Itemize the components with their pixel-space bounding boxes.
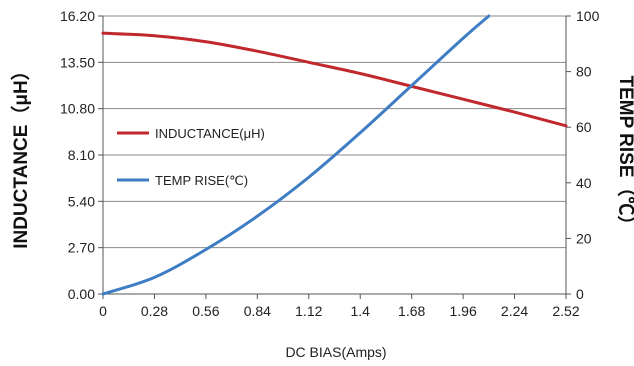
y-left-tick-label: 5.40: [68, 193, 95, 209]
y-right-tick-label: 100: [576, 8, 600, 24]
y-left-tick-label: 0.00: [68, 286, 95, 302]
y-left-tick-label: 10.80: [60, 101, 95, 117]
y-right-tick-label: 80: [576, 64, 592, 80]
x-tick-label: 0: [99, 303, 107, 319]
x-axis-title: DC BIAS(Amps): [285, 344, 386, 360]
legend-item-inductance: INDUCTANCE(μH): [117, 126, 265, 141]
y-right-tick-label: 40: [576, 175, 592, 191]
temp-rise-line: [101, 14, 491, 296]
y-left-tick-label: 8.10: [68, 147, 95, 163]
inductance-line: [101, 31, 568, 128]
y-left-tick-label: 2.70: [68, 240, 95, 256]
series-lines: [101, 14, 568, 296]
y-left-tick-label: 16.20: [60, 8, 95, 24]
y-left-axis-title: INDUCTANCE（μH）: [9, 61, 32, 249]
y-left-tick-label: 13.50: [60, 54, 95, 70]
x-tick-label: 1.96: [449, 303, 476, 319]
y-right-tick-label: 60: [576, 119, 592, 135]
y-right-tick-label: 20: [576, 230, 592, 246]
legend-label: TEMP RISE(℃): [155, 173, 248, 188]
x-tick-label: 2.52: [552, 303, 579, 319]
y-right-tick-label: 0: [576, 286, 584, 302]
x-tick-label: 1.12: [295, 303, 322, 319]
x-tick-label: 0.28: [141, 303, 168, 319]
y-left-tick-labels: 0.00 2.70 5.40 8.10 10.80 13.50 16.20: [60, 8, 95, 302]
gridlines: [103, 15, 566, 295]
x-tick-labels: 0 0.28 0.56 0.84 1.12 1.4 1.68 1.96 2.24 2.52: [99, 303, 580, 319]
legend: INDUCTANCE(μH) TEMP RISE(℃): [117, 126, 265, 188]
x-tick-label: 0.84: [244, 303, 271, 319]
y-right-axis-title: TEMP RISE（℃）: [615, 75, 634, 234]
y-right-tick-labels: 0 20 40 60 80 100: [576, 8, 600, 302]
x-tick-label: 1.68: [398, 303, 425, 319]
x-tick-label: 2.24: [501, 303, 528, 319]
x-tick-label: 0.56: [192, 303, 219, 319]
legend-item-temp-rise: TEMP RISE(℃): [117, 173, 248, 188]
legend-label: INDUCTANCE(μH): [155, 126, 265, 141]
axes: [98, 15, 571, 299]
x-tick-label: 1.4: [350, 303, 370, 319]
